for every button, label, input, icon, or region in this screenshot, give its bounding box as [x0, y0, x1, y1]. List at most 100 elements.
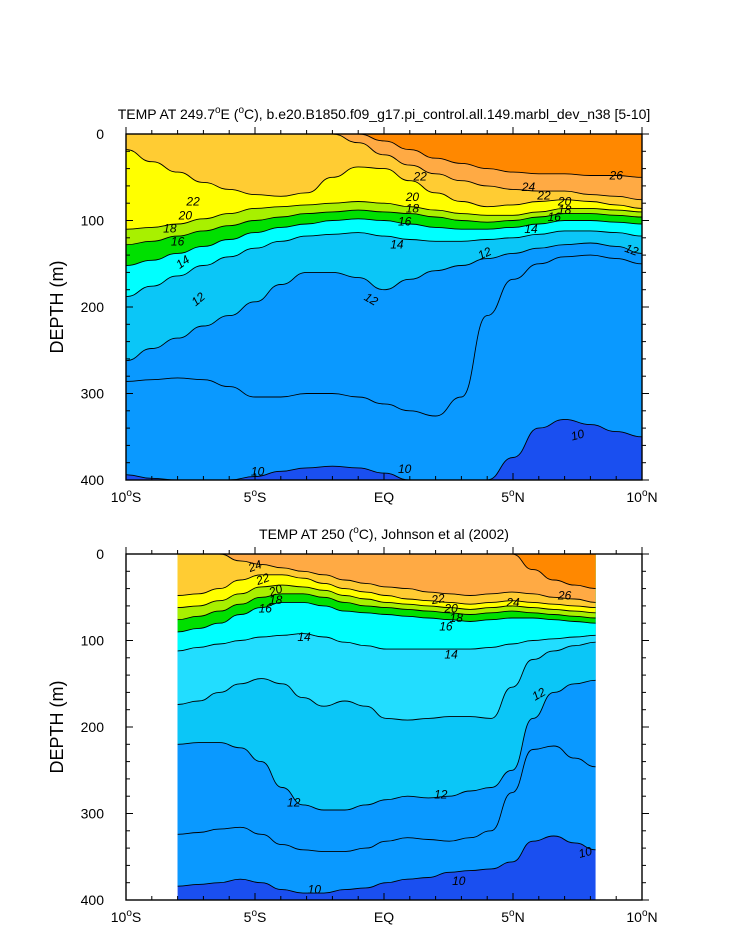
- contour-label: 24: [521, 180, 536, 194]
- isotherm-20: [126, 201, 642, 230]
- bottom-y-axis-label: DEPTH (m): [47, 681, 67, 774]
- y-tick-label: 100: [81, 633, 105, 649]
- contour-label: 20: [178, 208, 193, 222]
- isotherm-22: [126, 149, 642, 209]
- contour-label: 16: [259, 601, 273, 615]
- contour-label: 22: [185, 194, 200, 208]
- isotherm-14: [126, 230, 642, 298]
- contour-label: 22: [536, 188, 551, 202]
- contour-label: 20: [405, 190, 420, 204]
- contour-label: 12: [530, 685, 549, 704]
- isotherm-24: [306, 134, 642, 201]
- x-tick-label: 10oS: [111, 488, 141, 505]
- contour-label: 10: [398, 462, 412, 476]
- contour-label: 18: [450, 611, 464, 625]
- contour-label: 12: [623, 241, 641, 259]
- isotherm-18: [177, 593, 596, 621]
- isotherm-14: [177, 633, 596, 652]
- contour-label: 14: [524, 222, 538, 236]
- top-y-axis-label: DEPTH (m): [47, 261, 67, 354]
- x-tick-label: 5oN: [501, 908, 524, 925]
- contour-label: 16: [439, 620, 453, 634]
- isotherm-16: [177, 601, 596, 633]
- contour-label: 10: [452, 874, 466, 888]
- bottom-title: TEMP AT 250 (oC), Johnson et al (2002): [259, 525, 509, 542]
- isotherm-12: [177, 679, 596, 811]
- y-tick-label: 300: [81, 386, 105, 402]
- isotherm-20: [177, 584, 596, 614]
- contour-label: 16: [548, 210, 562, 224]
- isotherm-11: [177, 745, 596, 853]
- y-tick-label: 400: [81, 472, 105, 488]
- contour-label: 20: [557, 194, 572, 208]
- contour-label: 26: [557, 589, 572, 603]
- bottom-panel: TEMP AT 250 (oC), Johnson et al (2002) 2…: [47, 525, 658, 925]
- contour-label: 18: [558, 203, 572, 217]
- contour-label: 14: [390, 238, 404, 252]
- contour-label: 24: [505, 595, 520, 609]
- contour-band-26: [177, 554, 596, 589]
- isotherm-16: [126, 218, 642, 266]
- y-tick-label: 200: [81, 719, 105, 735]
- contour-band-26: [126, 134, 642, 178]
- contour-label: 12: [476, 244, 494, 262]
- isotherm-26: [332, 134, 642, 178]
- contour-label: 10: [251, 464, 265, 478]
- y-tick-label: 400: [81, 892, 105, 908]
- x-tick-label: EQ: [374, 489, 394, 505]
- isotherm-12: [126, 242, 642, 362]
- contour-label: 18: [163, 221, 177, 235]
- contour-label: 18: [269, 593, 283, 607]
- top-panel: TEMP AT 249.7oE (oC), b.e20.B1850.f09_g1…: [47, 105, 658, 505]
- x-tick-label: 10oN: [626, 908, 657, 925]
- y-tick-label: 100: [81, 213, 105, 229]
- bottom-x-axis: 10oS 5oS EQ 5oN 10oN: [111, 547, 658, 925]
- top-title: TEMP AT 249.7oE (oC), b.e20.B1850.f09_g1…: [118, 105, 651, 122]
- isotherm-26: [511, 554, 596, 590]
- contour-label: 20: [266, 581, 285, 599]
- x-tick-label: 10oS: [111, 908, 141, 925]
- contour-label: 12: [362, 290, 381, 309]
- contour-label: 24: [245, 557, 264, 575]
- top-contour-fill: [126, 134, 642, 480]
- contour-label: 22: [429, 591, 446, 607]
- isotherm-24: [219, 554, 596, 603]
- isotherm-13: [177, 641, 596, 721]
- contour-label: 12: [434, 787, 448, 801]
- contour-label: 26: [609, 169, 624, 183]
- y-tick-label: 200: [81, 299, 105, 315]
- y-tick-label: 0: [96, 126, 104, 142]
- isotherm-22: [177, 574, 596, 609]
- contour-band-24: [177, 554, 596, 603]
- bottom-y-axis: 0 100 200 300 400: [81, 546, 649, 908]
- contour-label: 10: [569, 426, 586, 443]
- isotherm-18: [126, 209, 642, 246]
- y-tick-label: 300: [81, 806, 105, 822]
- contour-label: 16: [171, 234, 185, 248]
- x-tick-label: 5oS: [244, 488, 267, 505]
- x-tick-label: 5oS: [244, 908, 267, 925]
- bottom-contour-lines: [177, 554, 596, 894]
- y-tick-label: 0: [96, 546, 104, 562]
- contour-label: 10: [577, 844, 594, 861]
- contour-label: 12: [287, 795, 301, 809]
- isotherm-10: [177, 835, 596, 894]
- contour-label: 14: [297, 630, 311, 644]
- isotherm-11: [126, 254, 642, 417]
- contour-label: 10: [308, 883, 322, 897]
- contour-label: 18: [406, 201, 420, 215]
- x-tick-label: 5oN: [501, 488, 524, 505]
- contour-label: 22: [412, 169, 427, 183]
- contour-label: 22: [253, 570, 272, 588]
- contour-label: 14: [444, 647, 458, 661]
- x-tick-label: 10oN: [626, 488, 657, 505]
- contour-label: 20: [443, 601, 458, 615]
- top-contour-lines: [126, 134, 642, 480]
- x-tick-label: EQ: [374, 909, 394, 925]
- top-y-axis: 0 100 200 300 400: [81, 126, 649, 488]
- contour-label: 16: [398, 214, 412, 228]
- top-x-axis: 10oS 5oS EQ 5oN 10oN: [111, 127, 658, 505]
